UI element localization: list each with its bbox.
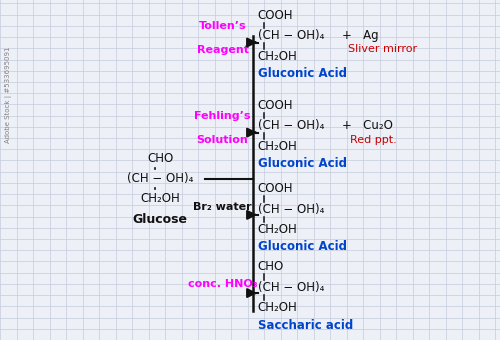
- Text: +   Ag: + Ag: [342, 29, 379, 42]
- Text: CHO: CHO: [147, 152, 173, 165]
- Text: Saccharic acid: Saccharic acid: [258, 319, 353, 332]
- Text: COOH: COOH: [258, 99, 293, 112]
- Text: (CH − OH)₄: (CH − OH)₄: [258, 119, 324, 132]
- Text: CHO: CHO: [258, 260, 284, 273]
- Text: (CH − OH)₄: (CH − OH)₄: [127, 172, 193, 185]
- Text: (CH − OH)₄: (CH − OH)₄: [258, 281, 324, 294]
- Text: Sliver mirror: Sliver mirror: [348, 44, 416, 54]
- Text: Fehling’s: Fehling’s: [194, 111, 251, 121]
- Text: Tollen’s: Tollen’s: [198, 21, 246, 31]
- Text: Gluconic Acid: Gluconic Acid: [258, 67, 346, 80]
- Text: CH₂OH: CH₂OH: [140, 192, 180, 205]
- Text: Gluconic Acid: Gluconic Acid: [258, 240, 346, 253]
- Text: Glucose: Glucose: [132, 213, 188, 226]
- Text: Solution: Solution: [196, 135, 248, 145]
- Text: +   Cu₂O: + Cu₂O: [342, 119, 394, 132]
- Text: CH₂OH: CH₂OH: [258, 140, 297, 153]
- Text: Adobe Stock | #533695091: Adobe Stock | #533695091: [6, 47, 12, 143]
- Text: COOH: COOH: [258, 9, 293, 22]
- Text: (CH − OH)₄: (CH − OH)₄: [258, 29, 324, 42]
- Text: COOH: COOH: [258, 182, 293, 195]
- Text: CH₂OH: CH₂OH: [258, 301, 297, 314]
- Text: Red ppt.: Red ppt.: [350, 135, 397, 145]
- Text: CH₂OH: CH₂OH: [258, 223, 297, 236]
- Text: CH₂OH: CH₂OH: [258, 50, 297, 63]
- Text: Br₂ water: Br₂ water: [193, 202, 252, 212]
- Text: Gluconic Acid: Gluconic Acid: [258, 157, 346, 170]
- Text: Reagent: Reagent: [196, 45, 248, 55]
- Text: (CH − OH)₄: (CH − OH)₄: [258, 203, 324, 216]
- Text: conc. HNO₃: conc. HNO₃: [188, 279, 258, 289]
